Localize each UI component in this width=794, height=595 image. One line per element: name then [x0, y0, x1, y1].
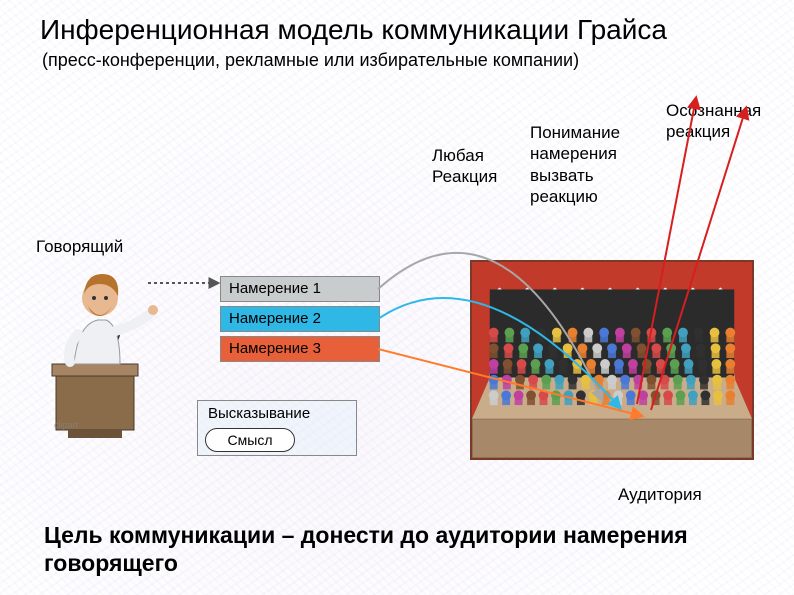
intention-2-label: Намерение 2	[229, 310, 321, 327]
page-title: Инференционная модель коммуникации Грайс…	[40, 14, 667, 46]
intention-1-box: Намерение 1	[220, 276, 380, 302]
svg-text:clipart: clipart	[54, 420, 79, 430]
label-conscious-reaction: Осознанная реакция	[666, 100, 761, 143]
intention-3-label: Намерение 3	[229, 340, 321, 357]
label-speaker: Говорящий	[36, 236, 123, 257]
intention-1-label: Намерение 1	[229, 280, 321, 297]
intention-3-box: Намерение 3	[220, 336, 380, 362]
audience-illustration	[470, 260, 754, 460]
intention-2-box: Намерение 2	[220, 306, 380, 332]
sense-bubble: Смысл	[205, 428, 295, 452]
page-subtitle: (пресс-конференции, рекламные или избира…	[42, 50, 579, 71]
label-understanding: Понимание намерения вызвать реакцию	[530, 122, 620, 207]
label-any-reaction: Любая Реакция	[432, 145, 497, 188]
conclusion-text: Цель коммуникации – донести до аудитории…	[44, 522, 754, 577]
utterance-label: Высказывание	[208, 405, 310, 422]
speaker-illustration: clipart	[48, 260, 183, 440]
label-audience: Аудитория	[618, 485, 702, 505]
